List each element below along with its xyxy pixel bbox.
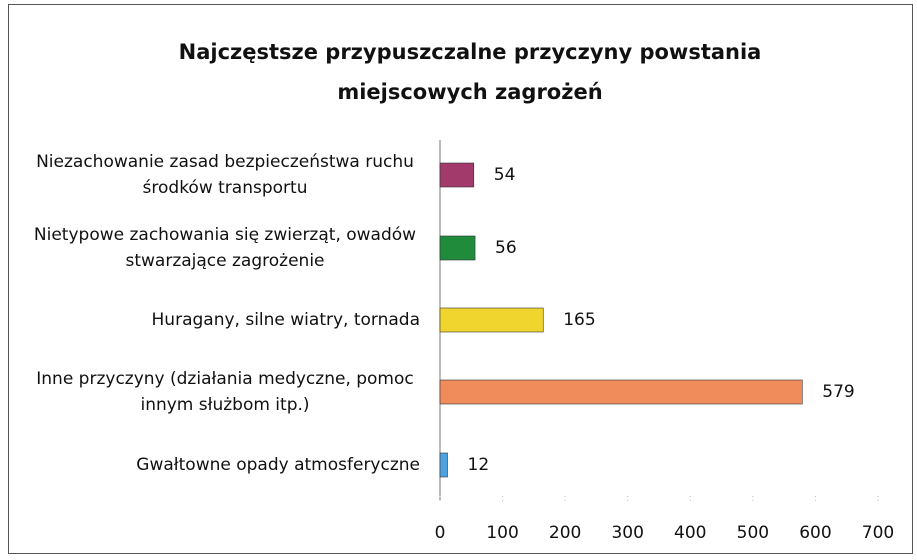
bar: [439, 162, 475, 188]
x-tick-label: 300: [611, 523, 643, 543]
x-tick-label: 100: [486, 523, 518, 543]
category-label: Inne przyczyny (działania medyczne, pomo…: [36, 369, 414, 415]
category-label: Niezachowanie zasad bezpieczeństwa ruchu…: [36, 152, 414, 198]
bar: [439, 379, 803, 405]
value-label: 54: [494, 165, 516, 185]
category-label-box: Huragany, silne wiatry, tornada: [20, 285, 420, 355]
value-label: 579: [822, 382, 854, 402]
category-label: Nietypowe zachowania się zwierząt, owadó…: [33, 225, 417, 271]
x-tick-label: 700: [862, 523, 894, 543]
bar: [439, 452, 448, 478]
value-label: 12: [468, 455, 490, 475]
category-label-box: Gwałtowne opady atmosferyczne: [20, 430, 420, 500]
chart-title: Najczęstsze przypuszczalne przyczyny pow…: [178, 40, 762, 104]
x-tick-label: 0: [435, 523, 446, 543]
category-label-box: Inne przyczyny (działania medyczne, pomo…: [20, 357, 420, 427]
x-tick-label: 200: [549, 523, 581, 543]
category-label-box: Niezachowanie zasad bezpieczeństwa ruchu…: [20, 140, 420, 210]
bar: [439, 307, 544, 333]
frame: [8, 4, 913, 554]
x-tick-label: 500: [737, 523, 769, 543]
value-label: 165: [563, 310, 595, 330]
x-tick-label: 400: [674, 523, 706, 543]
category-label: Gwałtowne opady atmosferyczne: [136, 455, 420, 475]
bar: [439, 235, 476, 261]
value-label: 56: [495, 238, 517, 258]
category-label: Huragany, silne wiatry, tornada: [151, 310, 420, 330]
category-label-box: Nietypowe zachowania się zwierząt, owadó…: [20, 213, 420, 283]
x-tick-label: 600: [799, 523, 831, 543]
